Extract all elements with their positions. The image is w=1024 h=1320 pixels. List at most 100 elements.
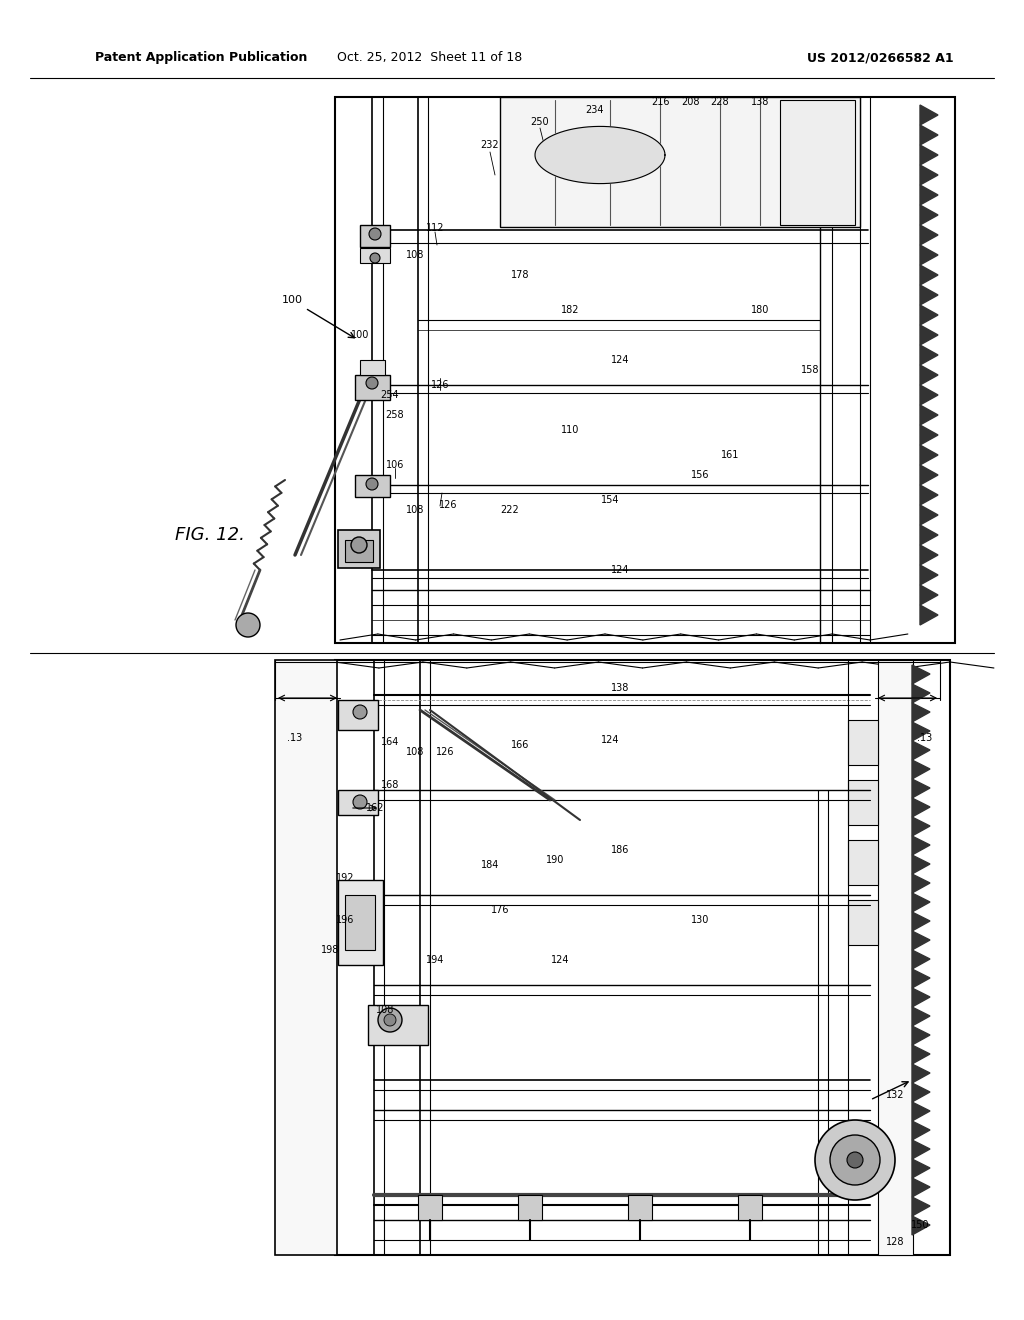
Polygon shape [920, 506, 938, 525]
Polygon shape [912, 1102, 930, 1121]
Bar [355, 475, 390, 498]
Bar [360, 360, 385, 375]
Text: 108: 108 [406, 249, 424, 260]
Text: 100: 100 [351, 330, 370, 341]
Bar [355, 375, 390, 400]
Bar [360, 224, 390, 247]
Polygon shape [912, 1121, 930, 1140]
Polygon shape [920, 285, 938, 305]
Text: Oct. 25, 2012  Sheet 11 of 18: Oct. 25, 2012 Sheet 11 of 18 [337, 51, 522, 65]
Text: FIG. 12.: FIG. 12. [175, 525, 245, 544]
Text: 166: 166 [511, 741, 529, 750]
Text: 138: 138 [610, 682, 629, 693]
Polygon shape [920, 325, 938, 345]
Text: 124: 124 [610, 565, 630, 576]
Polygon shape [912, 931, 930, 950]
Bar [335, 96, 955, 643]
Text: 108: 108 [406, 506, 424, 515]
Text: 198: 198 [321, 945, 339, 954]
Bar [338, 789, 378, 814]
Text: 180: 180 [751, 305, 769, 315]
Text: 258: 258 [386, 411, 404, 420]
Polygon shape [912, 1064, 930, 1082]
Text: 250: 250 [530, 117, 549, 127]
Text: 178: 178 [511, 271, 529, 280]
Text: 182: 182 [561, 305, 580, 315]
Polygon shape [912, 1140, 930, 1159]
Polygon shape [920, 425, 938, 445]
Text: 162: 162 [366, 803, 384, 813]
Text: 194: 194 [426, 954, 444, 965]
Polygon shape [920, 385, 938, 405]
Text: 196: 196 [336, 915, 354, 925]
Bar [848, 780, 878, 825]
Bar [345, 895, 375, 950]
Polygon shape [920, 545, 938, 565]
Polygon shape [920, 405, 938, 425]
Text: 190: 190 [546, 855, 564, 865]
Polygon shape [920, 605, 938, 624]
Polygon shape [912, 874, 930, 894]
Polygon shape [920, 345, 938, 366]
Circle shape [847, 1152, 863, 1168]
Polygon shape [920, 305, 938, 325]
Bar [518, 1195, 542, 1220]
Polygon shape [920, 585, 938, 605]
Text: 150: 150 [910, 1220, 929, 1230]
Text: 126: 126 [438, 500, 458, 510]
Polygon shape [920, 125, 938, 145]
Polygon shape [912, 760, 930, 779]
Polygon shape [912, 969, 930, 987]
Text: .13: .13 [918, 733, 933, 743]
Bar [418, 1195, 442, 1220]
Bar [878, 660, 913, 1255]
Polygon shape [912, 722, 930, 741]
Text: 232: 232 [480, 140, 500, 150]
Text: US 2012/0266582 A1: US 2012/0266582 A1 [807, 51, 953, 65]
Text: 112: 112 [426, 223, 444, 234]
Polygon shape [920, 445, 938, 465]
Polygon shape [912, 665, 930, 684]
Text: 108: 108 [376, 1005, 394, 1015]
Text: 192: 192 [336, 873, 354, 883]
Text: 124: 124 [551, 954, 569, 965]
Polygon shape [912, 987, 930, 1007]
Polygon shape [912, 741, 930, 760]
Polygon shape [912, 1082, 930, 1102]
Circle shape [378, 1008, 402, 1032]
Polygon shape [920, 185, 938, 205]
Polygon shape [912, 1045, 930, 1064]
Polygon shape [912, 912, 930, 931]
Polygon shape [912, 1007, 930, 1026]
Circle shape [815, 1119, 895, 1200]
Text: 100: 100 [282, 294, 302, 305]
Polygon shape [912, 1197, 930, 1216]
Polygon shape [920, 246, 938, 265]
Polygon shape [920, 145, 938, 165]
Circle shape [830, 1135, 880, 1185]
Circle shape [236, 612, 260, 638]
Circle shape [353, 795, 367, 809]
Text: 168: 168 [381, 780, 399, 789]
Text: 186: 186 [610, 845, 629, 855]
Text: 164: 164 [381, 737, 399, 747]
Polygon shape [912, 855, 930, 874]
Polygon shape [920, 484, 938, 506]
Polygon shape [920, 366, 938, 385]
Text: Patent Application Publication: Patent Application Publication [95, 51, 307, 65]
Text: 254: 254 [381, 389, 399, 400]
Polygon shape [912, 894, 930, 912]
Text: 161: 161 [721, 450, 739, 459]
Bar [338, 880, 383, 965]
Circle shape [366, 478, 378, 490]
Bar [780, 100, 855, 224]
Polygon shape [920, 224, 938, 246]
Circle shape [366, 378, 378, 389]
Polygon shape [912, 684, 930, 704]
Polygon shape [912, 1026, 930, 1045]
Polygon shape [920, 106, 938, 125]
Bar [338, 531, 380, 568]
Text: 130: 130 [691, 915, 710, 925]
Text: 124: 124 [610, 355, 630, 366]
Text: 108: 108 [406, 747, 424, 756]
